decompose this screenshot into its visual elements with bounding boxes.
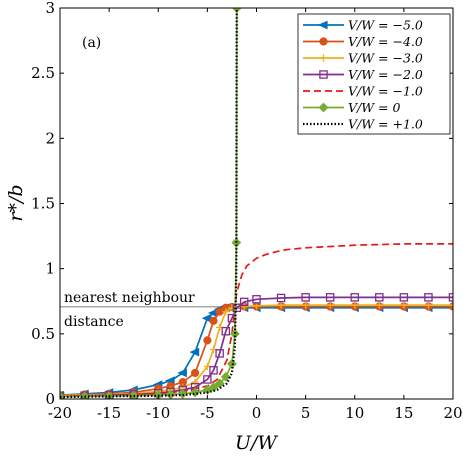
x-tick-label: -5 (200, 404, 215, 422)
y-tick-label: 0 (45, 390, 55, 408)
x-tick-label: 0 (252, 404, 262, 422)
legend-label: V/W = −4.0 (348, 34, 423, 49)
legend-label: V/W = −1.0 (348, 84, 423, 99)
series (60, 243, 453, 398)
data-point (209, 366, 218, 375)
legend-entry: V/W = −5.0 (303, 18, 423, 33)
data-point (252, 295, 261, 304)
y-tick-label: 2 (45, 129, 55, 147)
x-tick-label: -10 (146, 404, 170, 422)
x-tick-label: -20 (48, 404, 72, 422)
legend-entry: V/W = −3.0 (303, 51, 423, 66)
y-tick-label: 2.5 (31, 64, 55, 82)
series-line (60, 8, 238, 398)
legend-entry: V/W = −2.0 (303, 67, 423, 82)
data-point (220, 371, 231, 382)
legend-entry: V/W = 0 (303, 100, 401, 115)
data-point (189, 347, 200, 357)
x-axis-label: U/W (235, 432, 278, 454)
series (60, 8, 238, 399)
data-point (424, 293, 433, 302)
data-point (319, 37, 328, 46)
data-point (302, 301, 310, 309)
reference-label-top: nearest neighbour (64, 290, 195, 306)
data-point (319, 70, 328, 79)
x-tick-label: 10 (345, 404, 364, 422)
data-point (318, 102, 329, 113)
legend: V/W = −5.0V/W = −4.0 V/W = −3.0V/W = −2.0… (297, 13, 451, 135)
data-point (221, 326, 231, 336)
x-tick-label: 20 (443, 404, 462, 422)
legend-label: V/W = 0 (348, 100, 401, 115)
data-point (449, 301, 453, 309)
data-point (177, 388, 188, 399)
series-line (60, 243, 453, 398)
data-point (232, 303, 242, 313)
y-tick-label: 1.5 (31, 195, 55, 213)
x-tick-label: 5 (301, 404, 311, 422)
data-point (229, 328, 240, 339)
x-tick-label: -15 (97, 404, 121, 422)
data-point (277, 301, 285, 309)
series-layer (60, 8, 453, 399)
data-point (203, 336, 212, 345)
data-point (424, 301, 433, 309)
panel-label: (a) (82, 35, 101, 51)
legend-items: V/W = −5.0V/W = −4.0 V/W = −3.0V/W = −2.0… (303, 18, 423, 132)
legend-label: V/W = −3.0 (348, 51, 423, 66)
y-tick-label: 3 (45, 0, 55, 17)
data-point (240, 302, 248, 311)
series (60, 8, 242, 399)
data-point (351, 301, 359, 309)
data-point (317, 20, 328, 30)
data-point (400, 301, 408, 309)
legend-label: V/W = −5.0 (348, 18, 423, 33)
legend-entry: V/W = −1.0 (303, 84, 423, 99)
data-point (190, 368, 200, 378)
data-point (203, 375, 212, 384)
y-tick-label: 1 (45, 260, 55, 278)
data-point (177, 368, 187, 378)
data-point (239, 297, 249, 307)
legend-entry: V/W = +1.0 (303, 117, 423, 132)
data-point (208, 382, 219, 393)
legend-label: V/W = +1.0 (348, 117, 423, 132)
x-tick-label: 15 (394, 404, 413, 422)
data-point (301, 293, 310, 302)
data-point (326, 301, 334, 309)
data-point (325, 293, 335, 302)
data-point (375, 301, 383, 309)
data-point (375, 293, 384, 302)
legend-label: V/W = −2.0 (348, 67, 423, 82)
data-point (399, 293, 409, 302)
y-tick-label: 0.5 (31, 325, 55, 343)
data-point (215, 349, 224, 358)
data-point (319, 54, 328, 62)
reference-label-bottom: distance (64, 314, 124, 330)
series-line (60, 8, 238, 399)
data-point (191, 378, 199, 386)
data-point (222, 308, 230, 316)
data-point (276, 293, 286, 303)
data-point (231, 8, 242, 13)
y-axis-label: r*/b (5, 184, 27, 221)
data-point (209, 316, 218, 325)
data-point (350, 293, 359, 302)
legend-entry: V/W = −4.0 (303, 34, 423, 49)
axes-layer: -20 -15 -10 -5 0 5 10 15 20 0 0.5 1 1.5 2 2.5 3 (31, 0, 462, 422)
